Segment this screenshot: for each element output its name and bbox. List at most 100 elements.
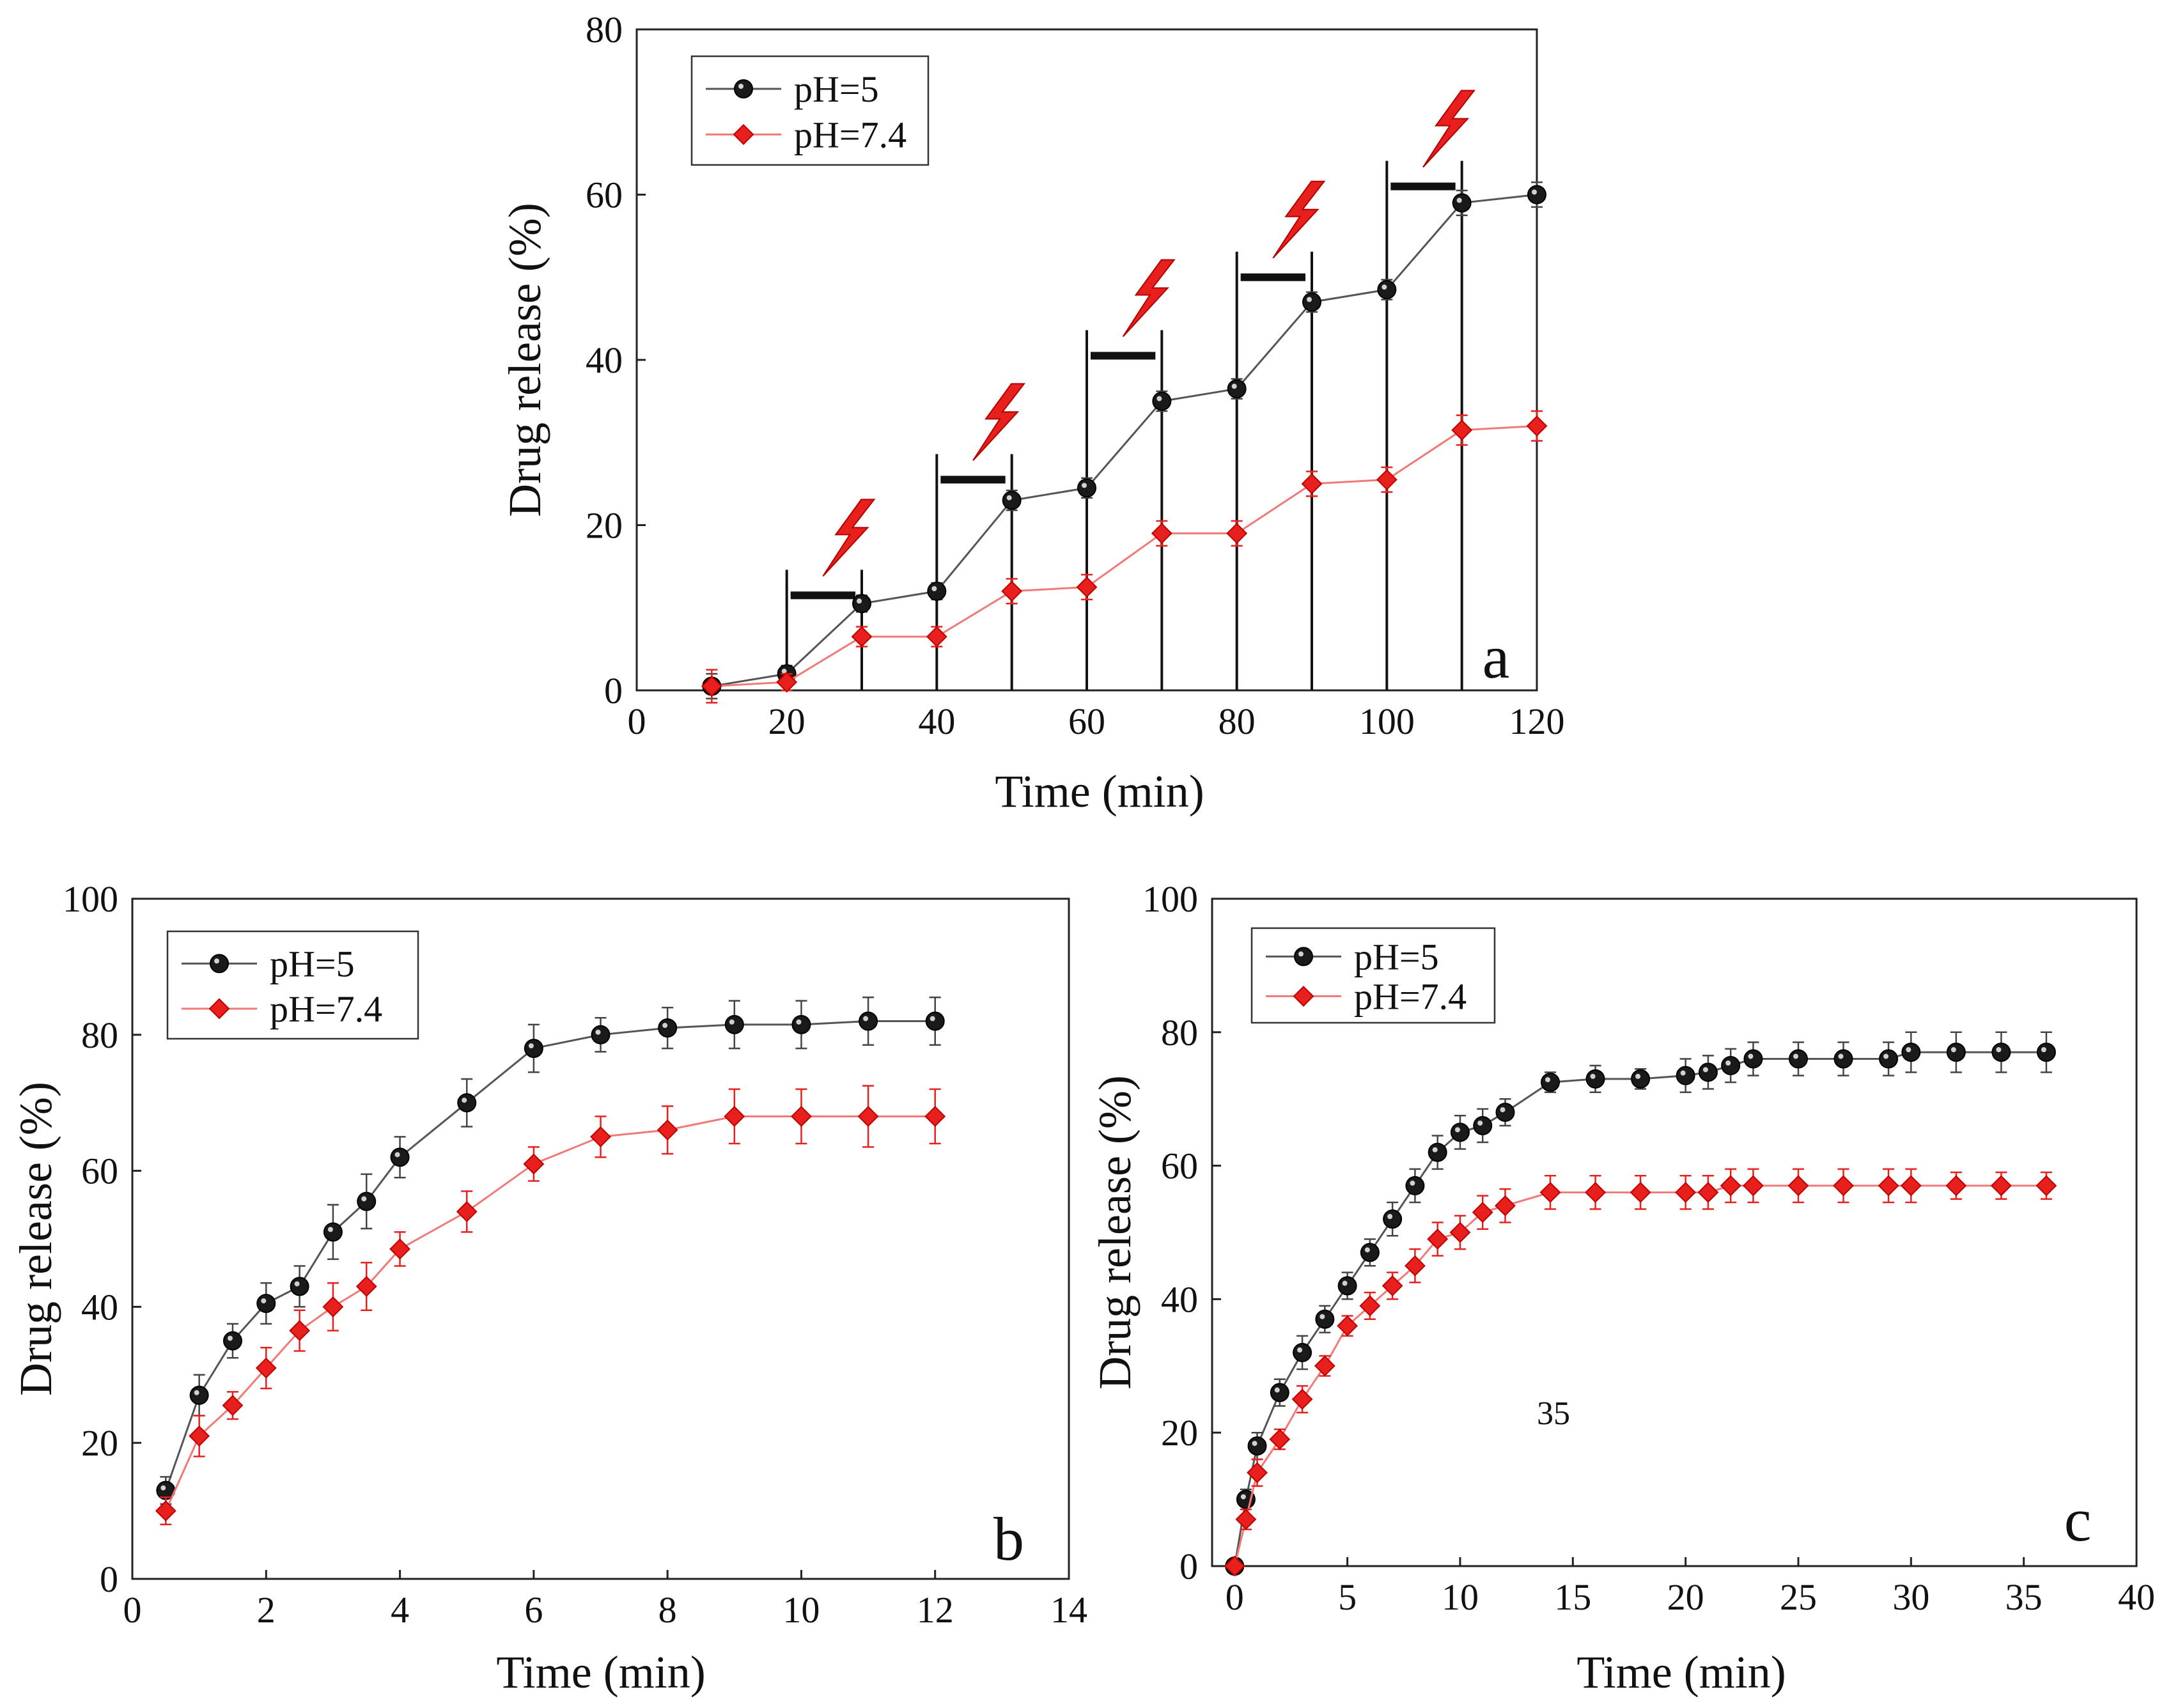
data-point-ph5: [524, 1039, 543, 1059]
data-point-ph5-highlight: [194, 1390, 199, 1395]
legend-marker-highlight: [1298, 951, 1304, 957]
x-tick-label: 20: [1667, 1576, 1704, 1618]
legend-marker: [1293, 986, 1314, 1007]
data-point-ph5: [457, 1093, 477, 1113]
series-line-ph7-4: [712, 424, 1537, 688]
x-tick-label: 60: [1068, 701, 1105, 742]
data-point-ph5: [852, 594, 871, 614]
data-point-ph5: [1377, 280, 1397, 300]
data-point-ph7-4: [1945, 1175, 1967, 1197]
data-point-ph5-highlight: [1274, 1387, 1280, 1393]
data-point-ph5: [1360, 1243, 1380, 1262]
data-point-ph5-highlight: [662, 1023, 668, 1029]
data-point-ph7-4: [1990, 1175, 2012, 1197]
data-point-ph5-highlight: [930, 1016, 935, 1021]
y-tick-label: 100: [1142, 878, 1198, 920]
panel-c-chart: 0 5 10 15 20 25 30 35 40 0 20 40 60 80 100 Time (min) Dr…: [1089, 878, 2155, 1698]
x-tick-label: 10: [782, 1589, 820, 1631]
data-point-ph7-4: [1878, 1175, 1899, 1197]
data-point-ph7-4: [1449, 1222, 1471, 1243]
data-point-ph7-4: [1697, 1181, 1719, 1203]
data-point-ph7-4: [1076, 577, 1098, 598]
data-point-ph5: [1293, 1342, 1312, 1362]
data-point-ph5-highlight: [1500, 1107, 1506, 1113]
data-point-ph5-highlight: [1454, 1127, 1460, 1133]
data-point-ph5-highlight: [227, 1335, 233, 1341]
data-point-ph5-highlight: [1725, 1060, 1731, 1066]
data-point-ph7-4: [1224, 1555, 1245, 1577]
data-point-ph7-4: [791, 1106, 812, 1127]
data-point-ph7-4: [1526, 415, 1548, 437]
data-point-ph7-4: [1001, 580, 1023, 602]
legend-label: pH=7.4: [1354, 976, 1467, 1018]
data-point-ph5: [1946, 1043, 1966, 1062]
legend-label: pH=7.4: [270, 988, 382, 1030]
x-tick-label: 5: [1338, 1576, 1357, 1618]
y-tick-label: 20: [586, 505, 623, 547]
lightning-bolt-icon: [822, 499, 876, 577]
data-point-ph7-4: [701, 676, 722, 697]
data-point-ph5-highlight: [1702, 1067, 1708, 1073]
lightning-bolt-icon: [1422, 89, 1476, 168]
data-point-ph5-highlight: [2041, 1047, 2046, 1053]
panel-label: b: [993, 1505, 1024, 1573]
data-point-ph5: [658, 1018, 678, 1038]
series-line-ph7-4: [1233, 1184, 2046, 1567]
y-tick-label: 40: [586, 339, 623, 381]
data-point-ph7-4: [1630, 1181, 1651, 1203]
x-tick-label: 20: [768, 701, 806, 742]
data-point-ph5: [1077, 478, 1096, 498]
data-point-ph5: [1450, 1122, 1470, 1142]
data-point-ph7-4: [1376, 469, 1397, 490]
data-point-ph5-highlight: [394, 1152, 400, 1158]
x-tick-label: 6: [524, 1589, 543, 1631]
series-line-ph5: [712, 194, 1537, 688]
data-point-ph5-highlight: [327, 1227, 333, 1232]
data-point-ph5: [222, 1331, 242, 1351]
data-point-ph5-highlight: [1590, 1073, 1596, 1079]
x-tick-label: 30: [1892, 1576, 1929, 1618]
data-point-ph7-4: [1337, 1315, 1358, 1337]
x-tick-label: 2: [257, 1589, 276, 1631]
data-point-ph5: [1002, 490, 1022, 510]
data-point-ph5-highlight: [781, 669, 787, 674]
x-tick-label: 100: [1359, 701, 1415, 742]
data-point-ph5: [1383, 1209, 1403, 1229]
data-point-ph5: [1315, 1309, 1335, 1329]
data-point-ph5: [1473, 1115, 1493, 1135]
data-point-ph5-highlight: [1252, 1441, 1257, 1447]
y-tick-label: 0: [604, 670, 623, 711]
data-point-ph5-highlight: [1231, 384, 1237, 389]
data-point-ph5: [1302, 292, 1321, 312]
data-point-ph5-highlight: [595, 1029, 601, 1035]
data-point-ph5: [1833, 1049, 1853, 1069]
y-axis-title: Drug release (%): [10, 1082, 61, 1396]
data-point-ph5: [1227, 379, 1247, 399]
data-point-ph5: [2036, 1043, 2056, 1062]
data-point-ph5-highlight: [294, 1281, 300, 1287]
data-point-ph7-4: [389, 1238, 410, 1260]
data-point-ph7-4: [1743, 1175, 1764, 1197]
data-point-ph5: [1337, 1276, 1357, 1296]
y-tick-label: 100: [63, 878, 118, 920]
data-point-ph7-4: [1585, 1181, 1606, 1203]
data-point-ph5-highlight: [1477, 1120, 1483, 1126]
data-point-ph5-highlight: [261, 1298, 267, 1304]
data-point-ph5-highlight: [1793, 1053, 1798, 1059]
legend-marker: [734, 79, 753, 98]
y-tick-label: 40: [1161, 1278, 1198, 1320]
data-point-ph7-4: [523, 1153, 545, 1175]
data-point-ph7-4: [724, 1106, 745, 1127]
legend-marker-highlight: [214, 958, 219, 964]
y-tick-label: 60: [81, 1151, 118, 1192]
y-tick-label: 0: [100, 1558, 118, 1600]
y-tick-label: 80: [1161, 1012, 1198, 1053]
legend-marker: [1294, 947, 1313, 967]
data-point-ph5-highlight: [1432, 1147, 1438, 1153]
data-point-ph7-4: [857, 1106, 879, 1127]
data-point-ph7-4: [924, 1106, 946, 1127]
data-point-ph7-4: [1720, 1175, 1741, 1197]
data-point-ph5: [357, 1192, 377, 1211]
y-tick-label: 60: [586, 175, 623, 216]
